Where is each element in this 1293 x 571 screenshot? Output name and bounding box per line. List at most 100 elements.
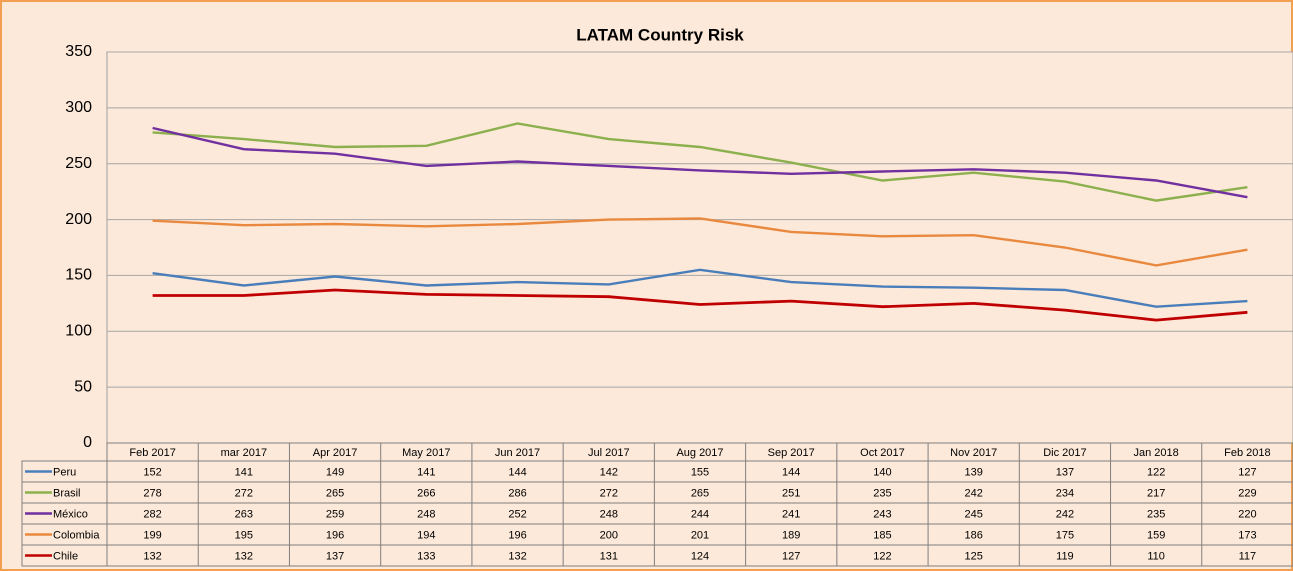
chart-title: LATAM Country Risk [576, 25, 744, 44]
y-tick-label: 150 [65, 267, 92, 284]
y-tick-label: 0 [83, 434, 92, 451]
y-tick-label: 50 [74, 378, 92, 395]
table-value: 125 [965, 550, 983, 562]
table-value: 286 [508, 487, 526, 499]
table-value: 243 [873, 508, 891, 520]
table-value: 155 [691, 466, 709, 478]
series-line [152, 217, 1248, 267]
table-value: 200 [600, 529, 618, 541]
table-value: 234 [1056, 487, 1074, 499]
table-value: 235 [873, 487, 891, 499]
table-value: 139 [965, 466, 983, 478]
table-value: 195 [235, 529, 253, 541]
data-table-body [21, 460, 1293, 567]
table-value: 194 [417, 529, 435, 541]
legend-label: Chile [53, 550, 78, 562]
y-tick-label: 350 [65, 43, 92, 60]
table-value: 265 [691, 487, 709, 499]
series-line [152, 122, 1248, 202]
table-value: 196 [326, 529, 344, 541]
x-tick-label: Aug 2017 [676, 447, 723, 459]
table-value: 229 [1238, 487, 1256, 499]
table-value: 266 [417, 487, 435, 499]
series-line [152, 288, 1248, 322]
legend-label: Brasil [53, 487, 81, 499]
table-value: 137 [326, 550, 344, 562]
table-value: 272 [600, 487, 618, 499]
x-tick-label: Jan 2018 [1134, 447, 1179, 459]
table-value: 133 [417, 550, 435, 562]
y-tick-label: 200 [65, 211, 92, 228]
table-value: 199 [143, 529, 161, 541]
table-value: 132 [143, 550, 161, 562]
table-value: 144 [508, 466, 526, 478]
table-value: 242 [1056, 508, 1074, 520]
table-value: 117 [1239, 550, 1257, 562]
table-value: 132 [508, 550, 526, 562]
y-tick-label: 300 [65, 99, 92, 116]
x-tick-label: mar 2017 [221, 447, 267, 459]
table-value: 201 [691, 529, 709, 541]
table-value: 241 [782, 508, 800, 520]
x-tick-label: Oct 2017 [860, 447, 905, 459]
table-value: 119 [1056, 550, 1074, 562]
table-value: 265 [326, 487, 344, 499]
table-value: 122 [873, 550, 891, 562]
table-value: 127 [1238, 466, 1256, 478]
table-value: 131 [600, 550, 618, 562]
table-value: 122 [1147, 466, 1165, 478]
table-value: 251 [782, 487, 800, 499]
x-tick-label: Jun 2017 [495, 447, 540, 459]
table-value: 141 [417, 466, 435, 478]
table-value: 272 [235, 487, 253, 499]
table-value: 132 [235, 550, 253, 562]
table-value: 159 [1147, 529, 1165, 541]
table-value: 220 [1238, 508, 1256, 520]
x-tick-label: Dic 2017 [1043, 447, 1086, 459]
table-value: 278 [143, 487, 161, 499]
x-tick-label: Feb 2017 [129, 447, 175, 459]
table-value: 137 [1056, 466, 1074, 478]
table-value: 282 [143, 508, 161, 520]
x-tick-label: Feb 2018 [1224, 447, 1270, 459]
table-value: 127 [782, 550, 800, 562]
table-value: 196 [508, 529, 526, 541]
x-tick-label: Sep 2017 [768, 447, 815, 459]
series-line [152, 268, 1248, 308]
table-value: 152 [143, 466, 161, 478]
table-value: 248 [417, 508, 435, 520]
legend-label: Peru [53, 466, 76, 478]
table-value: 140 [873, 466, 891, 478]
table-value: 186 [965, 529, 983, 541]
plot-area [106, 51, 1293, 444]
table-value: 235 [1147, 508, 1165, 520]
table-value: 252 [508, 508, 526, 520]
table-value: 185 [873, 529, 891, 541]
series-line [152, 126, 1248, 199]
table-value: 259 [326, 508, 344, 520]
table-value: 149 [326, 466, 344, 478]
legend-label: Colombia [53, 529, 100, 541]
x-tick-label: Jul 2017 [588, 447, 630, 459]
y-tick-label: 100 [65, 323, 92, 340]
table-value: 248 [600, 508, 618, 520]
table-value: 144 [782, 466, 800, 478]
table-value: 173 [1238, 529, 1256, 541]
table-value: 217 [1147, 487, 1165, 499]
y-tick-label: 250 [65, 155, 92, 172]
table-value: 242 [965, 487, 983, 499]
table-value: 124 [691, 550, 709, 562]
table-value: 175 [1056, 529, 1074, 541]
legend-label: México [53, 508, 88, 520]
table-value: 189 [782, 529, 800, 541]
table-value: 244 [691, 508, 709, 520]
table-value: 141 [235, 466, 253, 478]
x-tick-label: Apr 2017 [313, 447, 358, 459]
x-tick-label: May 2017 [402, 447, 450, 459]
table-value: 142 [600, 466, 618, 478]
table-value: 263 [235, 508, 253, 520]
table-value: 110 [1147, 550, 1165, 562]
x-tick-label: Nov 2017 [950, 447, 997, 459]
